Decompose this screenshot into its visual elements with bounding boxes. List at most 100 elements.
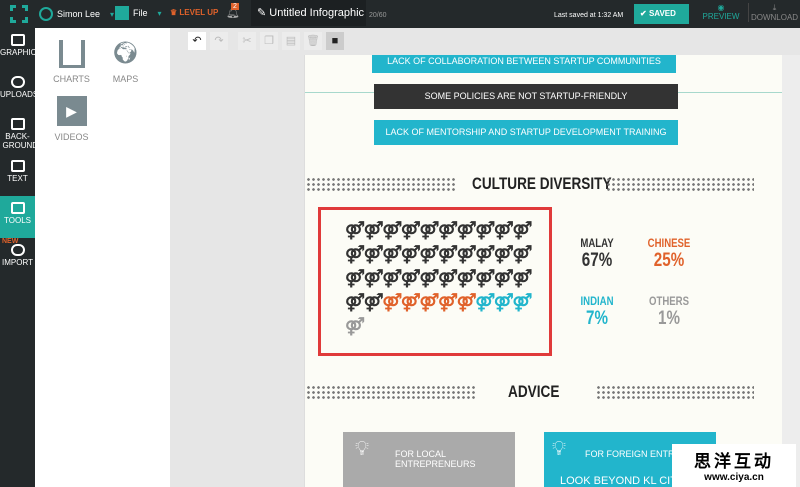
- person-icon-orange: ⚤: [382, 293, 403, 312]
- card-title: FOR FOREIGN ENTREPRENEURS: [585, 449, 716, 459]
- level-up-label: LEVEL UP: [179, 8, 219, 17]
- sidebar-item-background[interactable]: BACK-GROUND: [0, 112, 38, 154]
- saved-label: SAVED: [648, 9, 676, 18]
- person-icon-dark: ⚤: [475, 245, 496, 264]
- stat-label: CHINESE: [647, 236, 691, 250]
- download-icon: ⤓: [772, 3, 777, 12]
- person-icon-dark: ⚤: [382, 269, 403, 288]
- notifications-button[interactable]: 🔔︎ 2: [226, 3, 240, 19]
- person-icon-dark: ⚤: [456, 221, 477, 240]
- watermark-url: www.ciya.cn: [704, 472, 764, 483]
- stat-malay: MALAY 67%: [577, 236, 617, 272]
- toolbox-icon: [10, 202, 25, 214]
- top-bar: Simon Lee ▾ File ▾ ♛ LEVEL UP 🔔︎ 2 ✎ Unt…: [0, 0, 800, 28]
- download-label: DOWNLOAD: [750, 13, 799, 22]
- sidebar-label: IMPORT: [2, 258, 33, 267]
- tool-label: VIDEOS: [54, 132, 89, 142]
- background-icon: [10, 118, 25, 130]
- population-icon-grid[interactable]: ⚤ ⚤ ⚤ ⚤ ⚤ ⚤ ⚤ ⚤ ⚤ ⚤ ⚤ ⚤ ⚤ ⚤ ⚤ ⚤ ⚤ ⚤ ⚤ ⚤ ⚤ ⚤ ⚤ ⚤ ⚤ ⚤ ⚤ ⚤ ⚤ ⚤ ⚤ ⚤ ⚤ ⚤ ⚤ ⚤ ⚤ ⚤ ⚤ ⚤…: [318, 207, 552, 356]
- sidebar-item-uploads[interactable]: UPLOADS: [0, 70, 39, 112]
- sidebar-label: TEXT: [7, 174, 28, 183]
- crown-icon: ♛: [170, 8, 178, 17]
- sidebar-label: UPLOADS: [0, 90, 39, 99]
- charts-tool[interactable]: CHARTS: [49, 40, 94, 84]
- stat-value: 7%: [586, 308, 608, 329]
- dotted-divider: [606, 177, 754, 191]
- sidebar-item-graphics[interactable]: GRAPHICS: [0, 28, 42, 70]
- sidebar-label: GRAPHICS: [0, 48, 42, 57]
- layer-button[interactable]: ■: [326, 32, 344, 50]
- person-icon-dark: ⚤: [456, 269, 477, 288]
- watermark: 思洋互动 www.ciya.cn: [672, 444, 796, 487]
- stat-chinese: CHINESE 25%: [646, 236, 692, 272]
- culture-title: CULTURE DIVERSITY: [472, 174, 612, 193]
- bell-icon: 🔔︎: [226, 7, 240, 19]
- new-badge: NEW: [2, 238, 19, 245]
- canvas-scrollbar[interactable]: [782, 55, 800, 487]
- person-icon-dark: ⚤: [400, 269, 421, 288]
- user-icon: [39, 7, 53, 21]
- stat-label: INDIAN: [580, 294, 614, 308]
- saved-button[interactable]: ✔ SAVED: [634, 4, 689, 24]
- videos-tool[interactable]: ▶ VIDEOS: [49, 96, 94, 142]
- eye-icon: ◉: [717, 3, 725, 12]
- person-icon-dark: ⚤: [475, 221, 496, 240]
- sidebar-label: TOOLS: [4, 216, 31, 225]
- delete-button[interactable]: 🗑︎: [304, 32, 322, 50]
- copy-button[interactable]: ❐: [260, 32, 278, 50]
- person-icon-orange: ⚤: [419, 293, 440, 312]
- image-icon: [10, 34, 25, 46]
- watermark-title: 思洋互动: [694, 452, 774, 471]
- person-icon-dark: ⚤: [419, 221, 440, 240]
- person-icon-dark: ⚤: [363, 221, 384, 240]
- edit-toolbar: ↶ ↷ ✂ ❐ ▤ 🗑︎ ■: [188, 32, 344, 52]
- stat-label: MALAY: [580, 236, 614, 250]
- person-icon-gray: ⚤: [345, 317, 365, 336]
- sidebar-item-tools[interactable]: TOOLS: [0, 196, 35, 238]
- advice-title: ADVICE: [508, 382, 560, 401]
- paste-button[interactable]: ▤: [282, 32, 300, 50]
- cloud-download-icon: [10, 244, 25, 256]
- logo[interactable]: [10, 5, 28, 23]
- tools-panel: CHARTS 🌍︎ MAPS ▶ VIDEOS: [35, 28, 170, 487]
- sidebar: GRAPHICS UPLOADS BACK-GROUND TEXT TOOLS …: [0, 28, 42, 487]
- world-map-icon: 🌍︎: [111, 40, 140, 65]
- person-icon-orange: ⚤: [456, 293, 477, 312]
- cut-button[interactable]: ✂: [238, 32, 256, 50]
- preview-label: PREVIEW: [702, 12, 740, 21]
- card-title: FOR LOCAL ENTREPRENEURS: [395, 449, 476, 469]
- preview-button[interactable]: ◉ PREVIEW: [700, 3, 742, 21]
- level-up-button[interactable]: ♛ LEVEL UP: [170, 8, 218, 17]
- dotted-divider: [306, 177, 456, 191]
- redo-button[interactable]: ↷: [210, 32, 228, 50]
- person-icon-dark: ⚤: [493, 269, 514, 288]
- download-button[interactable]: ⤓ DOWNLOAD: [748, 3, 800, 22]
- person-icon-dark: ⚤: [345, 293, 365, 312]
- person-icon-dark: ⚤: [345, 221, 365, 240]
- title-field[interactable]: ✎ Untitled Infographic: [251, 0, 366, 26]
- chevron-down-icon: ▾: [110, 9, 115, 19]
- person-icon-dark: ⚤: [493, 245, 514, 264]
- issue-bar[interactable]: SOME POLICIES ARE NOT STARTUP-FRIENDLY: [374, 84, 678, 109]
- sidebar-item-text[interactable]: TEXT: [0, 154, 35, 196]
- cloud-upload-icon: [10, 76, 25, 88]
- issue-bar[interactable]: LACK OF MENTORSHIP AND STARTUP DEVELOPME…: [374, 120, 678, 145]
- user-menu[interactable]: Simon Lee ▾: [39, 7, 114, 21]
- file-menu[interactable]: File ▾: [115, 6, 162, 20]
- undo-button[interactable]: ↶: [188, 32, 206, 50]
- last-saved: Last saved at 1:32 AM: [554, 12, 624, 19]
- maps-tool[interactable]: 🌍︎ MAPS: [103, 40, 148, 84]
- person-icon-dark: ⚤: [363, 245, 384, 264]
- stat-value: 67%: [581, 250, 613, 271]
- person-icon-dark: ⚤: [345, 245, 365, 264]
- person-icon-dark: ⚤: [419, 245, 440, 264]
- advice-card-local[interactable]: 💡︎ FOR LOCAL ENTREPRENEURS: [343, 432, 515, 487]
- person-icon-dark: ⚤: [438, 221, 458, 240]
- notification-badge: 2: [231, 3, 239, 10]
- sidebar-item-import[interactable]: NEW IMPORT: [0, 238, 35, 280]
- person-icon-dark: ⚤: [438, 245, 458, 264]
- person-icon-dark: ⚤: [493, 221, 514, 240]
- person-icon-dark: ⚤: [512, 269, 533, 288]
- person-icon-dark: ⚤: [512, 221, 533, 240]
- issue-bar[interactable]: LACK OF COLLABORATION BETWEEN STARTUP CO…: [372, 55, 676, 73]
